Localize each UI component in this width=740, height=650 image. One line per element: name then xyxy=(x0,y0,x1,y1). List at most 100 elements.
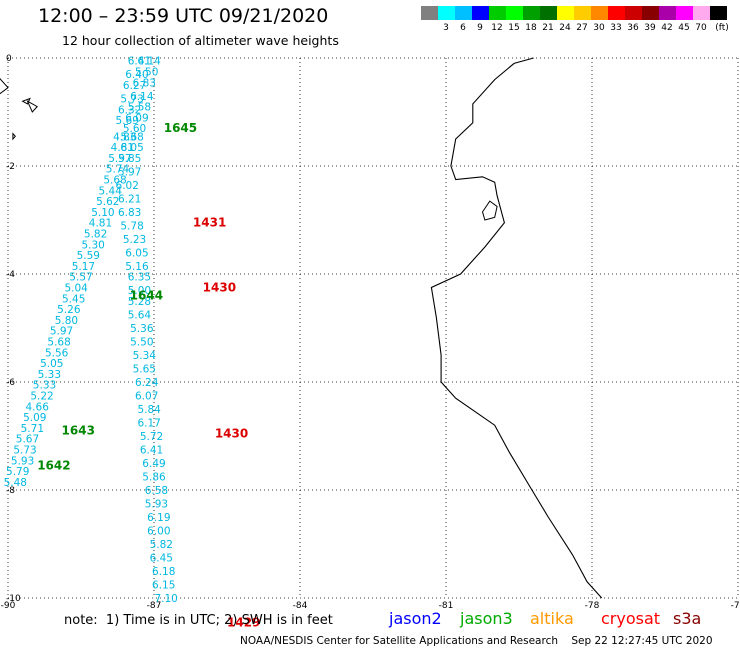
legend-label: 45 xyxy=(678,23,690,33)
lon-tick-label: -81 xyxy=(439,601,454,611)
wave-height-label: 6.35 xyxy=(128,272,151,284)
wave-height-label: 6.41 xyxy=(128,56,151,68)
wave-height-label: 5.45 xyxy=(62,293,85,305)
wave-height-label: 6.45 xyxy=(150,553,173,565)
legend-swatch xyxy=(608,6,625,20)
legend-label: 15 xyxy=(508,23,520,33)
wave-height-values: 6.416.406.275.736.325.694.834.815.975.74… xyxy=(4,56,178,605)
legend-label: 27 xyxy=(576,23,588,33)
wave-height-label: 5.10 xyxy=(91,207,114,219)
pass-time-label: 1430 xyxy=(203,281,236,295)
legend-label: 36 xyxy=(627,23,639,33)
lat-tick-label: -8 xyxy=(6,486,15,496)
pass-time-label: 1645 xyxy=(164,121,197,135)
wave-height-label: 6.14 xyxy=(130,91,154,103)
pass-time-label: 1644 xyxy=(130,289,163,303)
satellite-label-jason3: jason3 xyxy=(460,609,513,628)
satellite-label-cryosat: cryosat xyxy=(601,609,661,628)
wave-height-label: 5.74 xyxy=(106,164,130,176)
wave-height-label: 5.26 xyxy=(57,304,81,316)
wave-height-label: 7.10 xyxy=(154,593,177,605)
wave-height-label: 4.83 xyxy=(113,131,136,143)
legend-swatch xyxy=(523,6,540,20)
wave-height-label: 6.00 xyxy=(147,526,170,538)
wave-height-label: 5.97 xyxy=(118,166,141,178)
wave-height-label: 6.83 xyxy=(118,207,141,219)
wave-height-label: 6.05 xyxy=(120,142,143,154)
wave-height-label: 5.69 xyxy=(116,115,139,127)
wave-height-label: 6.14 xyxy=(137,56,161,68)
wave-height-label: 5.30 xyxy=(81,239,104,251)
wave-height-label: 5.33 xyxy=(33,380,56,392)
pass-time-label: 1430 xyxy=(215,426,248,440)
wave-height-label: 5.28 xyxy=(128,296,151,308)
wave-height-label: 5.36 xyxy=(130,323,154,335)
wave-height-label: 4.81 xyxy=(89,218,112,230)
legend-swatch xyxy=(421,6,438,20)
wave-height-label: 5.05 xyxy=(40,358,63,370)
legend-swatch xyxy=(642,6,659,20)
wave-height-label: 6.58 xyxy=(145,485,168,497)
legend-label: 9 xyxy=(477,23,483,33)
legend-label: 24 xyxy=(559,23,571,33)
wave-height-label: 5.58 xyxy=(128,102,151,114)
wave-height-label: 5.00 xyxy=(128,285,151,297)
wave-height-label: 6.83 xyxy=(133,77,156,89)
wave-height-label: 6.19 xyxy=(147,512,170,524)
wave-height-label: 4.66 xyxy=(26,401,50,413)
wave-height-label: 5.65 xyxy=(133,364,156,376)
axis-ticks: -90 -87 -84 -81 -78 -75 0 -2 -4 -6 -8 -10 xyxy=(1,54,740,611)
wave-height-label: 5.50 xyxy=(130,337,153,349)
wave-height-label: 6.21 xyxy=(118,193,141,205)
wave-height-label: 5.34 xyxy=(133,350,157,362)
pass-time-label: 1643 xyxy=(62,424,95,438)
lat-tick-label: -10 xyxy=(6,594,21,604)
wave-height-label: 5.73 xyxy=(120,94,143,106)
wave-height-label: 6.40 xyxy=(125,69,148,81)
wave-height-label: 5.60 xyxy=(123,123,146,135)
legend-label: 18 xyxy=(525,23,537,33)
wave-height-label: 5.93 xyxy=(145,499,168,511)
wave-height-label: 5.78 xyxy=(120,220,143,232)
legend-swatch xyxy=(693,6,710,20)
island-outline xyxy=(26,100,38,113)
wave-height-label: 6.05 xyxy=(125,247,148,259)
pass-time-label: 1431 xyxy=(193,216,226,230)
legend-swatch xyxy=(472,6,489,20)
legend-unit: (ft) xyxy=(715,23,729,33)
wave-height-label: 5.33 xyxy=(38,369,61,381)
lon-tick-label: -87 xyxy=(147,601,162,611)
island-outline xyxy=(21,97,31,105)
wave-height-label: 5.64 xyxy=(128,310,152,322)
legend-label: 70 xyxy=(695,23,707,33)
wave-height-label: 5.62 xyxy=(96,196,119,208)
legend-swatch xyxy=(557,6,574,20)
island-outline xyxy=(0,78,9,95)
legend-label: 33 xyxy=(610,23,622,33)
wave-height-label: 5.17 xyxy=(72,261,95,273)
wave-height-label: 5.68 xyxy=(103,175,126,187)
wave-height-label: 6.32 xyxy=(118,104,141,116)
grid-lines xyxy=(7,57,739,599)
lat-tick-label: 0 xyxy=(6,54,12,64)
wave-height-label: 6.27 xyxy=(123,80,146,92)
legend-label: 6 xyxy=(460,23,466,33)
wave-height-label: 5.93 xyxy=(11,455,34,467)
wave-height-label: 5.82 xyxy=(84,229,107,241)
wave-height-label: 5.97 xyxy=(50,326,73,338)
wave-height-label: 5.85 xyxy=(118,153,141,165)
legend-label: 30 xyxy=(593,23,605,33)
wave-height-label: 6.15 xyxy=(152,580,175,592)
island-outline xyxy=(481,200,498,221)
legend-label: 42 xyxy=(661,23,673,33)
legend-label: 21 xyxy=(542,23,554,33)
wave-height-label: 5.23 xyxy=(123,234,146,246)
wave-height-label: 5.79 xyxy=(6,466,29,478)
page-title: 12:00 – 23:59 UTC 09/21/2020 xyxy=(38,5,329,27)
lat-tick-label: -6 xyxy=(6,378,15,388)
wave-height-label: 5.09 xyxy=(23,412,46,424)
coastline-path xyxy=(430,57,603,599)
wave-height-label: 5.80 xyxy=(55,315,78,327)
footer-credit: NOAA/NESDIS Center for Satellite Applica… xyxy=(240,635,713,647)
